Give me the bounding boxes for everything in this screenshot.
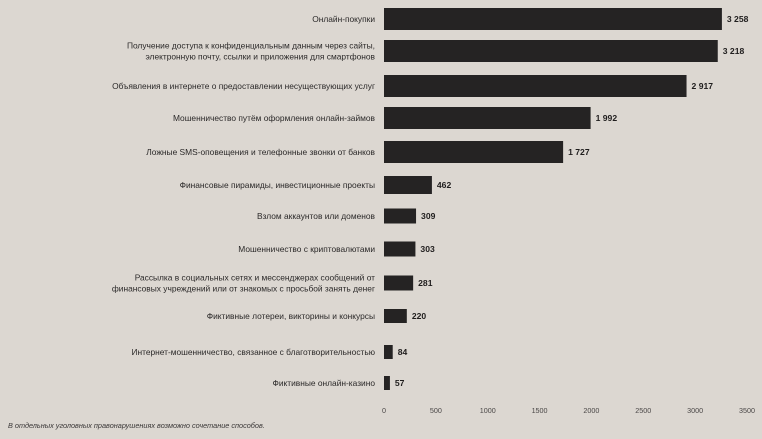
value-labels-layer: 3 258 3 218 2 917 1 992 1 727 462 309 303 281 220… [395, 14, 749, 388]
x-tick-label: 3500 [739, 406, 755, 415]
category-label: Получение доступа к конфиденциальным дан… [127, 41, 375, 51]
category-label: Взлом аккаунтов или доменов [257, 211, 376, 221]
category-label: Фиктивные онлайн-казино [272, 378, 375, 388]
x-tick-label: 1000 [480, 406, 496, 415]
value-label: 281 [418, 278, 433, 288]
value-label: 3 258 [727, 14, 749, 24]
x-tick-label: 500 [430, 406, 442, 415]
value-label: 84 [398, 347, 408, 357]
bar [384, 40, 718, 62]
category-label: Интернет-мошенничество, связанное с благ… [131, 347, 375, 357]
value-label: 309 [421, 211, 436, 221]
x-tick-label: 0 [382, 406, 386, 415]
category-label: Мошенничество путём оформления онлайн-за… [173, 113, 376, 123]
bar [384, 75, 687, 97]
bar [384, 345, 393, 359]
bar [384, 275, 414, 291]
x-tick-label: 3000 [687, 406, 703, 415]
bar [384, 107, 591, 129]
value-label: 2 917 [692, 81, 714, 91]
value-label: 1 992 [596, 113, 618, 123]
value-label: 3 218 [723, 46, 745, 56]
category-label: Рассылка в социальных сетях и мессенджер… [135, 273, 375, 283]
x-tick-label: 2000 [583, 406, 599, 415]
value-label: 462 [437, 180, 452, 190]
x-tick-label: 2500 [635, 406, 651, 415]
bar [384, 309, 407, 323]
bars-layer [384, 8, 722, 390]
category-label: Объявления в интернете о предоставлении … [112, 81, 375, 91]
value-label: 57 [395, 378, 405, 388]
bar [384, 241, 416, 257]
x-axis-ticks-layer: 0 500 1000 1500 2000 2500 3000 3500 [382, 406, 755, 415]
category-label: Фиктивные лотереи, викторины и конкурсы [207, 311, 375, 321]
category-label: Мошенничество с криптовалютами [238, 244, 375, 254]
category-label: финансовых учреждений или от знакомых с … [112, 284, 375, 294]
x-tick-label: 1500 [532, 406, 548, 415]
category-label: Онлайн-покупки [312, 14, 375, 24]
bar [384, 376, 390, 390]
bar [384, 176, 432, 194]
bar [384, 141, 564, 163]
value-label: 303 [420, 244, 435, 254]
value-label: 220 [412, 311, 427, 321]
category-label: Ложные SMS-оповещения и телефонные звонк… [146, 147, 375, 157]
category-label: Финансовые пирамиды, инвестиционные прое… [180, 180, 375, 190]
bar [384, 208, 417, 224]
footnote: В отдельных уголовных правонарушениях во… [8, 421, 265, 430]
bar [384, 8, 722, 30]
category-labels-layer: Онлайн-покупки Получение доступа к конфид… [112, 14, 376, 388]
value-label: 1 727 [568, 147, 590, 157]
category-label: электронную почту, ссылки и приложения д… [145, 52, 375, 62]
